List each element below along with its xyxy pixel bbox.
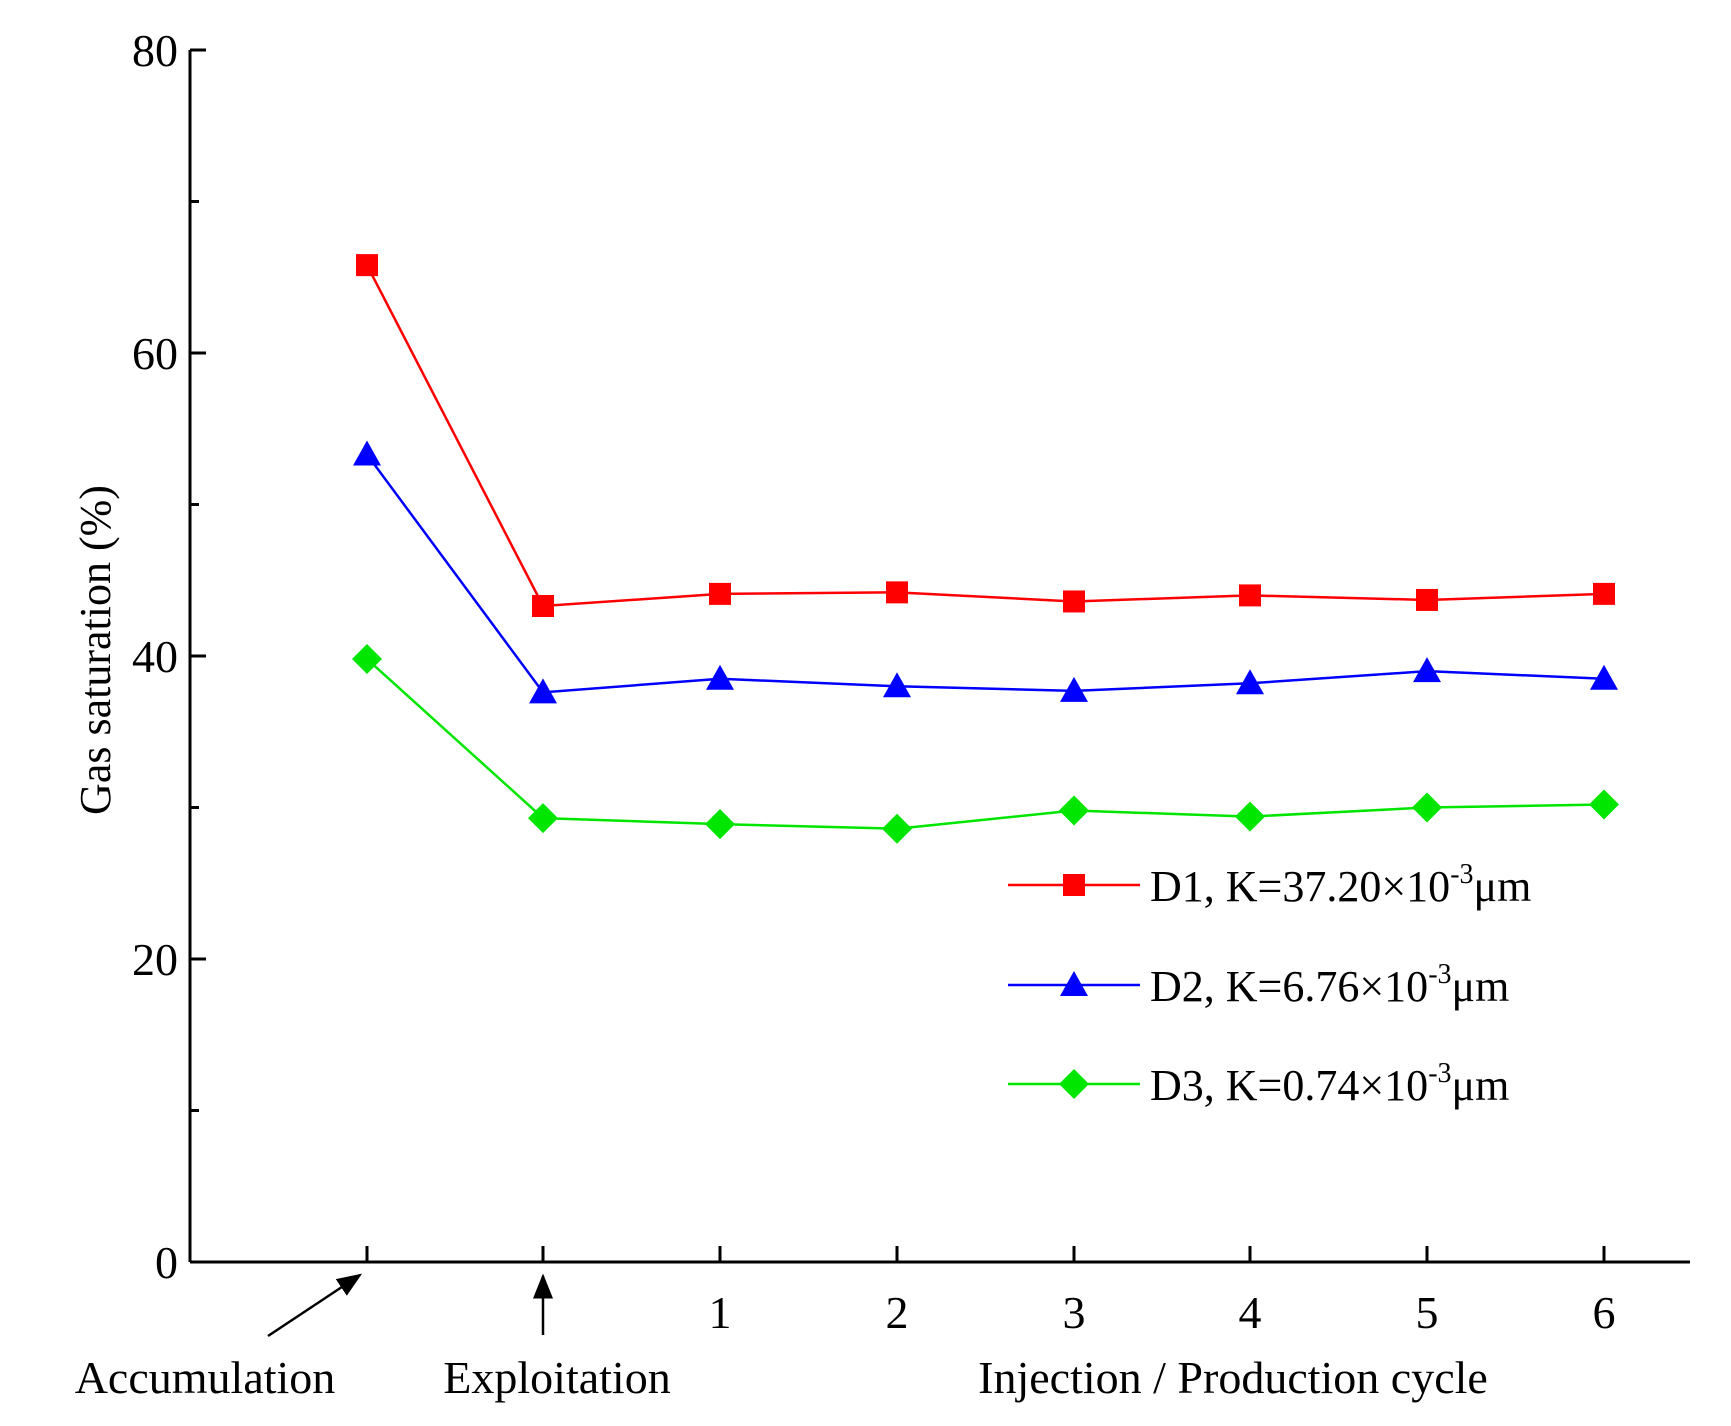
legend-marker xyxy=(1063,874,1085,896)
x-tick-label: 1 xyxy=(709,1287,732,1338)
data-point-d2 xyxy=(529,678,557,704)
data-point-d3 xyxy=(352,644,382,675)
data-point-d1 xyxy=(1593,582,1615,605)
legend-label-main: D3, K=0.74×10 xyxy=(1150,1061,1428,1110)
legend-label-exponent: -3 xyxy=(1450,859,1473,890)
data-point-d1 xyxy=(356,254,378,277)
data-point-d1 xyxy=(886,581,908,604)
data-point-d1 xyxy=(1416,588,1438,611)
series-d1 xyxy=(356,254,1615,618)
exploitation-label: Exploitation xyxy=(443,1352,670,1403)
y-tick-label: 60 xyxy=(132,328,178,379)
x-tick-label: 5 xyxy=(1416,1287,1439,1338)
x-tick-label: 6 xyxy=(1593,1287,1616,1338)
series-layer xyxy=(352,254,1619,844)
legend-label-main: D1, K=37.20×10 xyxy=(1150,862,1450,911)
series-line-d3 xyxy=(366,658,1605,830)
data-point-d3 xyxy=(528,803,558,834)
legend-entry-d3: D3, K=0.74×10-3μm xyxy=(1008,1058,1509,1110)
y-tick-label: 80 xyxy=(132,25,178,76)
data-point-d2 xyxy=(1060,676,1088,702)
series-line-d2 xyxy=(365,453,1605,694)
data-point-d1 xyxy=(532,595,554,618)
axes: 0 20 40 60 80 1 2 3 4 5 6 xyxy=(132,25,1690,1338)
data-point-d2 xyxy=(706,664,734,690)
legend-marker xyxy=(1060,971,1088,996)
data-point-d1 xyxy=(1239,584,1261,607)
x-axis-title: Injection / Production cycle xyxy=(978,1352,1488,1403)
legend-label-unit: μm xyxy=(1452,962,1510,1011)
legend-entry-d1: D1, K=37.20×10-3μm xyxy=(1008,859,1531,911)
legend-marker xyxy=(1059,1069,1089,1099)
y-axis-title: Gas saturation (%) xyxy=(71,485,120,815)
series-line-d1 xyxy=(365,264,1605,608)
accumulation-label: Accumulation xyxy=(75,1352,336,1403)
legend-entry-d2: D2, K=6.76×10-3μm xyxy=(1008,959,1509,1011)
legend-label-main: D2, K=6.76×10 xyxy=(1150,962,1428,1011)
data-point-d3 xyxy=(1059,795,1089,826)
data-point-d3 xyxy=(705,809,735,840)
legend-label-unit: μm xyxy=(1474,862,1532,911)
data-point-d3 xyxy=(1235,801,1265,832)
legend-label: D3, K=0.74×10-3μm xyxy=(1150,1058,1509,1110)
data-point-d1 xyxy=(1063,590,1085,613)
data-point-d3 xyxy=(882,813,912,844)
y-tick-label: 20 xyxy=(132,934,178,985)
legend-label-exponent: -3 xyxy=(1428,959,1451,990)
x-tick-label: 3 xyxy=(1063,1287,1086,1338)
labels: Gas saturation (%) Injection / Productio… xyxy=(71,485,1488,1403)
y-tick-label: 0 xyxy=(155,1237,178,1288)
legend-label: D2, K=6.76×10-3μm xyxy=(1150,959,1509,1011)
data-point-d2 xyxy=(1413,657,1441,683)
data-point-d2 xyxy=(1590,664,1618,690)
data-point-d3 xyxy=(1589,789,1619,820)
data-point-d2 xyxy=(353,440,381,466)
x-tick-label: 4 xyxy=(1239,1287,1262,1338)
x-tick-label: 2 xyxy=(886,1287,909,1338)
accumulation-arrow xyxy=(267,1273,363,1338)
data-point-d3 xyxy=(1412,792,1442,823)
data-point-d2 xyxy=(883,672,911,698)
series-d3 xyxy=(352,644,1619,844)
y-tick-label: 40 xyxy=(132,631,178,682)
data-point-d1 xyxy=(709,582,731,605)
legend-label-unit: μm xyxy=(1452,1061,1510,1110)
series-d2 xyxy=(353,440,1618,704)
data-point-d2 xyxy=(1236,669,1264,695)
legend-label: D1, K=37.20×10-3μm xyxy=(1150,859,1531,911)
legend-label-exponent: -3 xyxy=(1428,1058,1451,1089)
